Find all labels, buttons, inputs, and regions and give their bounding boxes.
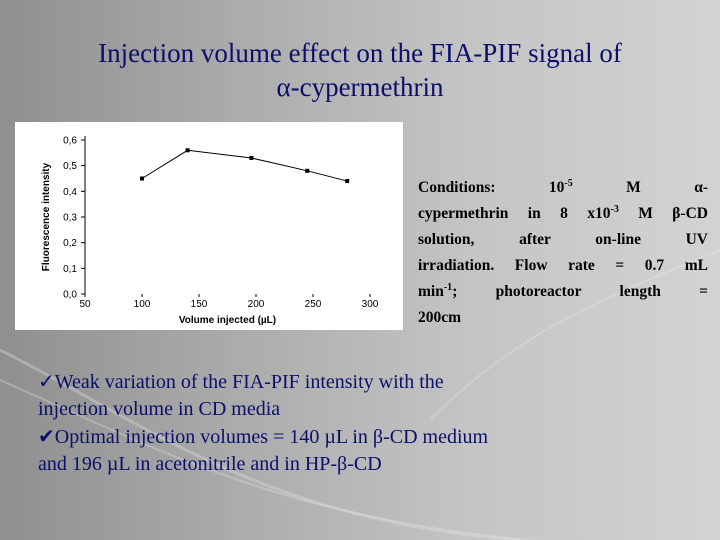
- data-point: [249, 155, 254, 160]
- bullet-item-2: ✔Optimal injection volumes = 140 µL in β…: [38, 424, 489, 448]
- line-chart: 0,0 0,1 0,2 0,3 0,4 0,5 0,6 50 100 150 200 250 300 Vo…: [41, 136, 379, 327]
- x-tick-label: 200: [248, 299, 265, 310]
- y-tick-label: 0,1: [63, 264, 77, 275]
- conditions-line-4: irradiation. Flow rate = 0.7 mL: [418, 257, 708, 274]
- y-axis-label: Fluorescence intensity: [41, 162, 52, 271]
- bullet-item-1: ✓Weak variation of the FIA-PIF intensity…: [38, 369, 444, 393]
- y-tick-label: 0,6: [63, 136, 77, 147]
- x-axis-label: Volume injected (µL): [179, 315, 276, 326]
- data-point: [305, 168, 310, 173]
- conditions-line-2: cypermethrin in 8 x10-3 M β-CD: [418, 203, 708, 222]
- bullet-item-1-cont: injection volume in CD media: [38, 398, 281, 420]
- heavy-checkmark-icon: ✔: [38, 424, 55, 448]
- title-line-2: α-cypermethrin: [276, 72, 444, 102]
- x-tick-label: 150: [191, 299, 208, 310]
- x-tick-label: 250: [305, 299, 322, 310]
- conditions-line-5: min-1; photoreactor length =: [418, 281, 708, 300]
- data-point: [140, 176, 144, 181]
- chart-panel: 0,0 0,1 0,2 0,3 0,4 0,5 0,6 50 100 150 200 250 300 Vo…: [15, 122, 403, 330]
- data-point: [345, 179, 350, 184]
- x-tick-label: 300: [362, 299, 379, 310]
- checkmark-icon: ✓: [38, 369, 55, 393]
- data-point: [185, 148, 190, 153]
- x-tick-label: 50: [79, 299, 91, 310]
- y-tick-label: 0,3: [63, 213, 77, 224]
- conditions-line-1: Conditions: 10-5 M α-: [418, 177, 708, 196]
- bullet-item-2-cont: and 196 µL in acetonitrile and in HP-β-C…: [38, 453, 382, 475]
- conditions-text: Conditions: 10-5 M α- cypermethrin in 8 …: [418, 175, 708, 331]
- y-tick-label: 0,2: [63, 238, 77, 249]
- conditions-line-6: 200cm: [418, 309, 462, 326]
- y-tick-label: 0,5: [63, 161, 77, 172]
- x-tick-label: 100: [134, 299, 151, 310]
- title-line-1: Injection volume effect on the FIA-PIF s…: [98, 38, 622, 68]
- y-tick-label: 0,4: [63, 187, 77, 198]
- conditions-line-3: solution, after on-line UV: [418, 231, 708, 248]
- series-line: [141, 149, 348, 182]
- bullet-list: ✓Weak variation of the FIA-PIF intensity…: [38, 368, 678, 478]
- y-tick-label: 0,0: [63, 290, 77, 301]
- slide-title: Injection volume effect on the FIA-PIF s…: [40, 36, 680, 104]
